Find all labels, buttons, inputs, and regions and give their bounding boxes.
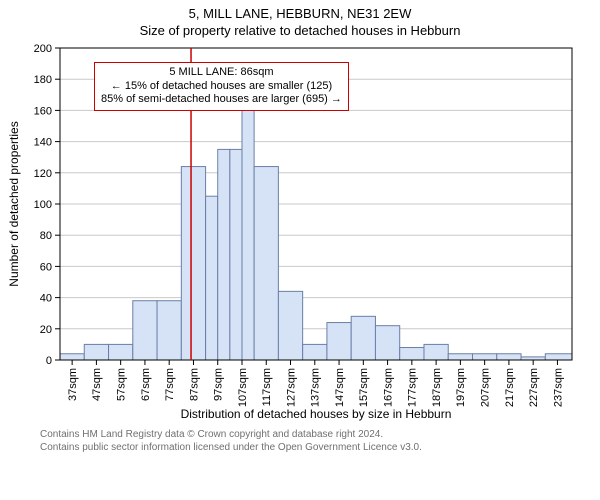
histogram-bar — [84, 344, 108, 360]
histogram-bar — [400, 347, 424, 359]
x-tick-label: 47sqm — [91, 368, 103, 401]
footer-attribution: Contains HM Land Registry data © Crown c… — [40, 428, 422, 454]
x-tick-label: 167sqm — [382, 368, 394, 407]
annotation-line-3: 85% of semi-detached houses are larger (… — [101, 93, 342, 107]
x-axis-label: Distribution of detached houses by size … — [181, 407, 452, 421]
x-tick-label: 237sqm — [552, 368, 564, 407]
x-tick-label: 187sqm — [431, 368, 443, 407]
histogram-bar — [133, 301, 157, 360]
x-tick-label: 97sqm — [213, 368, 225, 401]
x-tick-label: 57sqm — [116, 368, 128, 401]
y-tick-label: 120 — [34, 168, 52, 180]
histogram-bar — [109, 344, 133, 360]
histogram-bar — [424, 344, 448, 360]
x-tick-label: 67sqm — [140, 368, 152, 401]
y-tick-label: 40 — [40, 292, 52, 304]
histogram-bar — [473, 354, 497, 360]
y-tick-label: 80 — [40, 230, 52, 242]
histogram-bar — [303, 344, 327, 360]
histogram-chart: 0 20 40 60 80 100 120 140 160 180 200 37sqm 47sqm 57s… — [0, 40, 600, 428]
annotation-line-1: 5 MILL LANE: 86sqm — [101, 66, 342, 80]
x-tick-label: 197sqm — [455, 368, 467, 407]
x-tick-label: 37sqm — [67, 368, 79, 401]
histogram-bar — [448, 354, 472, 360]
y-tick-label: 180 — [34, 74, 52, 86]
x-tick-label: 207sqm — [479, 368, 491, 407]
x-tick-label: 127sqm — [285, 368, 297, 407]
histogram-bar — [327, 322, 351, 359]
y-tick-label: 140 — [34, 136, 52, 148]
x-tick-label: 227sqm — [528, 368, 540, 407]
footer-line-2: Contains public sector information licen… — [40, 441, 422, 454]
histogram-bar — [206, 196, 218, 360]
x-tick-label: 147sqm — [334, 368, 346, 407]
page-title-1: 5, MILL LANE, HEBBURN, NE31 2EW — [0, 6, 600, 23]
x-tick-label: 157sqm — [358, 368, 370, 407]
x-tick-label: 107sqm — [237, 368, 249, 407]
annotation-box: 5 MILL LANE: 86sqm ← 15% of detached hou… — [94, 62, 349, 111]
page-title-2: Size of property relative to detached ho… — [0, 23, 600, 40]
x-tick-label: 217sqm — [504, 368, 516, 407]
y-axis-label: Number of detached properties — [7, 121, 21, 286]
x-tick-label: 87sqm — [188, 368, 200, 401]
y-tick-label: 100 — [34, 199, 52, 211]
histogram-bar — [242, 98, 254, 360]
histogram-bar — [218, 149, 230, 360]
histogram-bar — [278, 291, 302, 360]
histogram-bar — [545, 354, 572, 360]
x-tick-label: 77sqm — [164, 368, 176, 401]
histogram-bar — [181, 166, 205, 359]
y-tick-label: 20 — [40, 324, 52, 336]
x-tick-label: 117sqm — [261, 368, 273, 406]
histogram-bar — [375, 325, 399, 359]
histogram-bar — [60, 354, 84, 360]
y-tick-label: 0 — [46, 355, 52, 367]
y-tick-label: 200 — [34, 43, 52, 55]
histogram-bar — [351, 316, 375, 360]
x-tick-label: 137sqm — [310, 368, 322, 407]
histogram-bar — [254, 166, 278, 359]
x-tick-label: 177sqm — [407, 368, 419, 407]
footer-line-1: Contains HM Land Registry data © Crown c… — [40, 428, 422, 441]
histogram-bar — [497, 354, 521, 360]
y-tick-label: 160 — [34, 105, 52, 117]
histogram-bar — [230, 149, 242, 360]
y-tick-label: 60 — [40, 261, 52, 273]
histogram-bar — [157, 301, 181, 360]
annotation-line-2: ← 15% of detached houses are smaller (12… — [101, 80, 342, 94]
